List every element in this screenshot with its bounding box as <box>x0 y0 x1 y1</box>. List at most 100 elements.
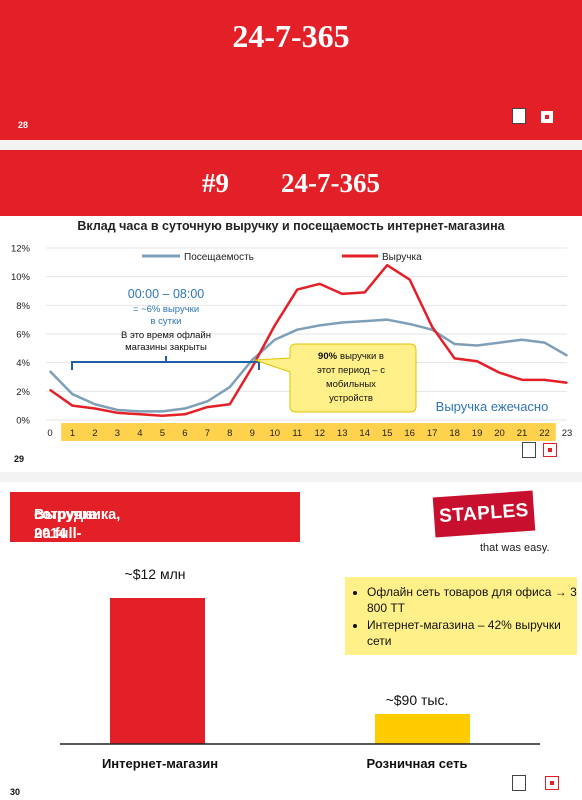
hours-highlight <box>61 423 556 441</box>
y-tick-label: 8% <box>16 301 30 312</box>
data-point <box>206 400 209 403</box>
callout-share-2: в сутки <box>150 316 181 327</box>
slide-29: #9 24-7-365 Вклад часа в суточную выручку… <box>0 150 582 472</box>
slide-29-number: 29 <box>14 454 25 464</box>
callout-share: = ~6% выручки <box>133 304 199 315</box>
hse-emblem-icon <box>512 775 526 791</box>
slide-30-number: 30 <box>10 787 21 797</box>
y-tick-label: 0% <box>16 416 30 427</box>
data-point <box>318 324 321 327</box>
data-point <box>273 324 276 327</box>
fact-item: Офлайн сеть товаров для офиса → 3 800 ТТ <box>367 584 577 616</box>
data-point <box>94 403 96 406</box>
data-point <box>184 413 186 416</box>
revenue-per-employee-chart <box>60 598 540 745</box>
y-tick-label: 4% <box>16 358 30 369</box>
data-point <box>273 338 276 341</box>
callout-note-1: В это время офлайн <box>121 330 211 341</box>
slide-gap-2 <box>0 472 582 482</box>
partner-emblem-icon <box>540 110 554 124</box>
data-point <box>318 283 321 285</box>
staples-logo: STAPLES <box>432 490 536 538</box>
mobile-callout-pct: 90% <box>318 351 338 362</box>
data-point <box>206 406 209 408</box>
data-point <box>566 381 568 384</box>
x-tick-label: 8 <box>227 428 232 439</box>
legend-revenue-label: Выручка <box>382 252 422 263</box>
data-point <box>521 338 523 341</box>
x-tick-label: 3 <box>115 428 120 439</box>
data-point <box>229 386 231 388</box>
data-point <box>498 341 501 344</box>
data-point <box>71 393 74 395</box>
mobile-callout-bubble <box>254 343 417 413</box>
mobile-callout-line-3: мобильных <box>326 379 376 390</box>
data-point <box>116 409 119 411</box>
hse-emblem-icon <box>522 442 536 458</box>
series-line-visits <box>49 318 568 413</box>
bar-value-online: ~$12 млн <box>124 566 186 582</box>
data-point <box>161 410 164 413</box>
callout-time: 00:00 – 08:00 <box>128 287 205 301</box>
y-tick-label: 6% <box>16 330 30 341</box>
data-point <box>566 354 568 357</box>
slide-29-title: #9 24-7-365 <box>0 168 582 199</box>
series-line-revenue <box>49 263 568 417</box>
x-tick-label: 16 <box>404 428 415 439</box>
bar-retail <box>375 714 470 744</box>
x-tick-label: 7 <box>205 428 210 439</box>
x-tick-label: 14 <box>359 428 370 439</box>
mobile-callout-line-1: 90% выручки в <box>318 351 384 362</box>
data-point <box>431 326 433 328</box>
data-point <box>296 288 299 291</box>
data-point <box>386 318 388 321</box>
data-point <box>139 413 141 416</box>
x-tick-label: 1 <box>70 428 75 439</box>
x-tick-label: 0 <box>47 428 52 439</box>
y-tick-label: 12% <box>11 244 31 255</box>
data-point <box>408 278 411 281</box>
x-tick-label: 10 <box>269 428 280 439</box>
data-point <box>139 410 141 413</box>
slide-28-number: 28 <box>18 120 29 130</box>
x-tick-label: 12 <box>314 428 325 439</box>
mobile-callout-line-4: устройств <box>329 393 373 404</box>
data-point <box>386 264 388 266</box>
legend-visits-label: Посещаемость <box>184 252 254 263</box>
slide-gap <box>0 140 582 150</box>
bar-category-retail: Розничная сеть <box>366 756 468 771</box>
x-tick-label: 18 <box>449 428 460 439</box>
data-point <box>521 379 523 381</box>
data-point <box>94 407 96 410</box>
x-tick-label: 23 <box>562 428 573 439</box>
data-point <box>453 343 456 345</box>
staples-tagline: that was easy. <box>480 542 550 554</box>
x-tick-label: 20 <box>494 428 505 439</box>
slide-28-title: 24-7-365 <box>232 18 350 54</box>
mobile-callout-line-2: этот период – с <box>317 365 385 376</box>
bar-category-online: Интернет-магазин <box>101 756 219 771</box>
y-tick-label: 2% <box>16 387 30 398</box>
callout-note-2: магазины закрыты <box>125 342 207 353</box>
x-tick-label: 19 <box>472 428 483 439</box>
data-point <box>408 323 411 325</box>
data-point <box>116 412 119 414</box>
slide-30: Выручка на full-time сотрудника, 2014 STA… <box>0 482 582 800</box>
data-point <box>363 320 366 322</box>
data-point <box>476 360 478 363</box>
hourly-revenue-label: Выручка ежечасно <box>436 399 549 414</box>
bar-online <box>110 598 205 744</box>
data-point <box>341 293 344 295</box>
data-point <box>184 407 186 410</box>
x-tick-label: 21 <box>517 428 528 439</box>
kpi-banner: Выручка на full-time сотрудника, 2014 <box>10 492 300 561</box>
slide-29-header <box>0 150 582 216</box>
x-tick-label: 5 <box>160 428 165 439</box>
data-point <box>543 341 546 344</box>
x-tick-label: 15 <box>382 428 393 439</box>
hse-emblem-icon <box>512 108 526 124</box>
slide-29-title-number: #9 <box>202 168 229 198</box>
x-tick-label: 22 <box>539 428 550 439</box>
data-point <box>543 379 546 381</box>
x-tick-label: 2 <box>92 428 97 439</box>
